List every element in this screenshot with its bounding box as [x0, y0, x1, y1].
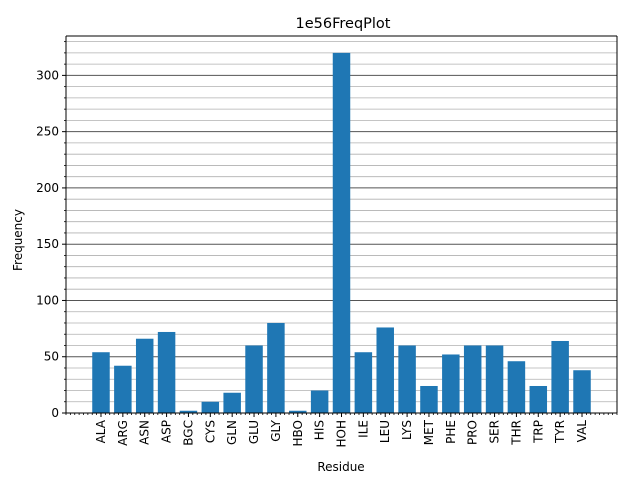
bar-thr [507, 361, 526, 413]
x-tick-label-val: VAL [575, 420, 589, 443]
x-tick-label-glu: GLU [247, 420, 261, 444]
x-tick-label-met: MET [422, 419, 436, 445]
axes: 0 50 100 150 200 250 300 ALA ARG ASN ASP BGC CYS GLN G… [36, 35, 618, 448]
x-tick-label-hbo: HBO [291, 420, 305, 447]
x-tick-label-trp: TRP [531, 420, 545, 444]
x-tick-label-arg: ARG [116, 420, 130, 446]
bar-leu [376, 327, 394, 413]
y-tick-label: 150 [36, 237, 59, 251]
x-axis-label: Residue [317, 460, 364, 474]
x-tick-label-ala: ALA [94, 419, 108, 443]
x-tick-label-lys: LYS [400, 420, 414, 440]
bar-gln [223, 392, 241, 413]
x-tick-label-hoh: HOH [335, 420, 349, 448]
bar-hoh [332, 52, 351, 414]
bar-ser [485, 345, 504, 413]
bar-trp [529, 385, 548, 413]
x-tick-label-cys: CYS [203, 420, 217, 443]
y-axis-label: Frequency [11, 209, 25, 271]
y-tick-label: 50 [44, 350, 59, 364]
x-tick-label-bgc: BGC [181, 420, 195, 446]
bar-bgc [179, 410, 198, 413]
bar-ala [92, 352, 110, 413]
bars [92, 52, 591, 414]
bar-cys [201, 401, 220, 413]
y-tick-label: 250 [36, 125, 59, 139]
y-tick-label: 0 [51, 406, 59, 420]
bar-gly [267, 322, 285, 413]
bar-pro [463, 345, 482, 413]
x-tick-label-asn: ASN [138, 420, 152, 445]
x-tick-label-gln: GLN [225, 420, 239, 445]
x-tick-label-gly: GLY [269, 419, 283, 441]
bar-phe [442, 354, 460, 413]
bar-asp [157, 331, 176, 413]
x-tick-label-ile: ILE [356, 420, 370, 438]
x-tick-label-leu: LEU [378, 420, 392, 443]
x-tick-label-ser: SER [488, 420, 502, 444]
x-tick-label-asp: ASP [160, 420, 174, 443]
y-tick-label: 100 [36, 293, 59, 307]
bar-arg [114, 365, 132, 413]
chart-title: 1e56FreqPlot [296, 16, 391, 32]
y-tick-label: 200 [36, 181, 59, 195]
bar-val [573, 370, 591, 413]
bar-ile [354, 352, 373, 413]
bar-met [420, 385, 438, 413]
x-tick-label-phe: PHE [444, 420, 458, 444]
x-tick-label-thr: THR [509, 420, 523, 446]
bar-hbo [289, 410, 307, 413]
bar-lys [398, 345, 416, 413]
x-tick-label-tyr: TYR [553, 420, 567, 444]
bar-asn [135, 338, 154, 413]
bar-tyr [551, 340, 569, 413]
y-tick-label: 300 [36, 68, 59, 82]
x-tick-label-his: HIS [313, 420, 327, 440]
bar-his [310, 390, 329, 413]
bar-glu [245, 345, 263, 413]
x-tick-label-pro: PRO [466, 420, 480, 445]
